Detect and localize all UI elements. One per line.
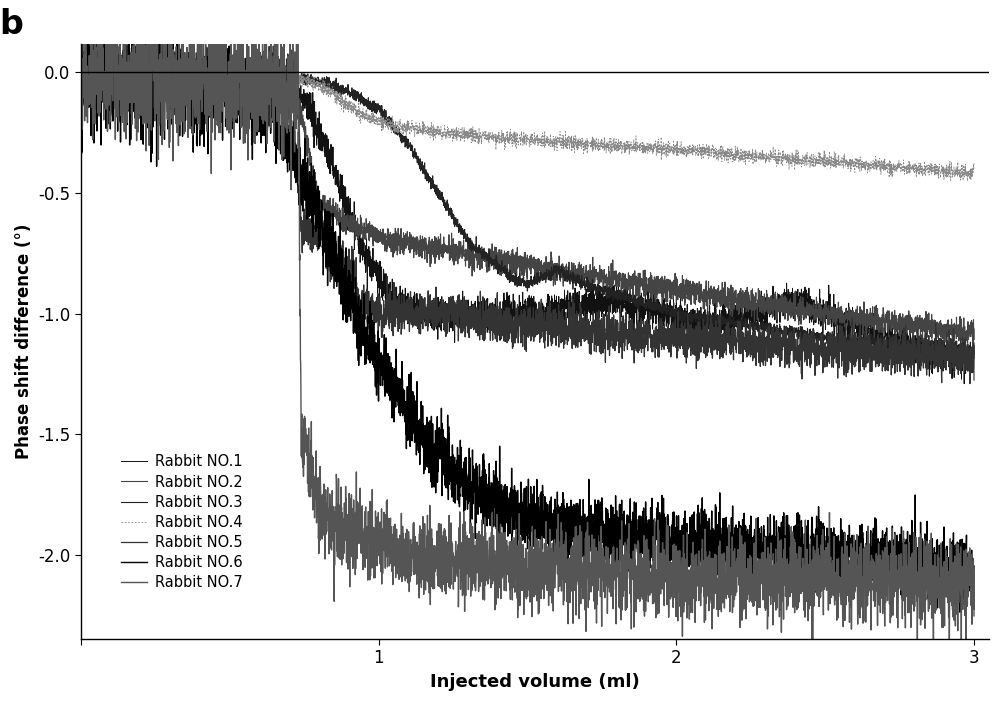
Rabbit NO.7 [741, 569, 753, 577]
Rabbit NO.7 [611, 559, 623, 568]
Rabbit NO.5 [656, 317, 668, 326]
Rabbit NO.6 [741, 575, 753, 583]
Rabbit NO.4 [961, 177, 973, 185]
Rabbit NO.3 [227, 55, 239, 63]
Rabbit NO.3 [952, 352, 964, 360]
Line: Rabbit NO.5: Rabbit NO.5 [81, 33, 974, 383]
Rabbit NO.5 [75, 81, 87, 90]
Rabbit NO.2 [968, 324, 980, 333]
Line: Rabbit NO.1: Rabbit NO.1 [81, 27, 974, 384]
Rabbit NO.3 [416, 163, 428, 171]
Rabbit NO.5 [611, 323, 623, 331]
Rabbit NO.6 [954, 608, 966, 616]
Rabbit NO.1 [809, 313, 821, 322]
Text: b: b [0, 8, 23, 41]
Rabbit NO.4 [75, 60, 87, 69]
Rabbit NO.6 [611, 507, 623, 515]
Rabbit NO.4 [416, 119, 428, 127]
Rabbit NO.1 [741, 319, 753, 327]
Rabbit NO.7 [75, 88, 87, 96]
Rabbit NO.7 [960, 644, 972, 653]
Rabbit NO.7 [809, 550, 821, 558]
Rabbit NO.4 [809, 155, 821, 164]
X-axis label: Injected volume (ml): Injected volume (ml) [430, 673, 640, 691]
Line: Rabbit NO.6: Rabbit NO.6 [81, 17, 974, 612]
Rabbit NO.4 [656, 142, 668, 150]
Rabbit NO.3 [611, 291, 623, 300]
Rabbit NO.4 [741, 149, 753, 157]
Rabbit NO.5 [416, 317, 428, 326]
Rabbit NO.5 [964, 379, 976, 388]
Rabbit NO.6 [123, 13, 135, 21]
Y-axis label: Phase shift difference (°): Phase shift difference (°) [15, 223, 33, 459]
Rabbit NO.5 [237, 70, 249, 79]
Line: Rabbit NO.2: Rabbit NO.2 [81, 53, 974, 347]
Rabbit NO.2 [656, 284, 668, 293]
Rabbit NO.2 [237, 63, 249, 72]
Rabbit NO.1 [75, 71, 87, 79]
Rabbit NO.2 [90, 48, 102, 57]
Line: Rabbit NO.3: Rabbit NO.3 [81, 59, 974, 356]
Rabbit NO.2 [912, 343, 924, 351]
Rabbit NO.6 [75, 43, 87, 51]
Rabbit NO.7 [656, 574, 668, 582]
Rabbit NO.7 [134, 0, 146, 2]
Rabbit NO.6 [968, 562, 980, 570]
Rabbit NO.2 [416, 245, 428, 253]
Rabbit NO.2 [611, 272, 623, 280]
Rabbit NO.5 [741, 336, 753, 345]
Rabbit NO.5 [968, 338, 980, 347]
Rabbit NO.4 [237, 67, 249, 76]
Rabbit NO.3 [809, 333, 821, 341]
Rabbit NO.5 [809, 339, 821, 347]
Rabbit NO.7 [416, 575, 428, 583]
Rabbit NO.6 [416, 414, 428, 423]
Rabbit NO.2 [809, 310, 821, 319]
Line: Rabbit NO.7: Rabbit NO.7 [81, 0, 974, 649]
Rabbit NO.6 [237, 85, 249, 93]
Rabbit NO.1 [656, 310, 668, 319]
Rabbit NO.3 [75, 60, 87, 68]
Rabbit NO.6 [809, 576, 821, 584]
Rabbit NO.6 [656, 491, 668, 500]
Rabbit NO.5 [83, 29, 95, 37]
Rabbit NO.1 [416, 306, 428, 314]
Rabbit NO.4 [968, 159, 980, 167]
Rabbit NO.1 [968, 376, 980, 384]
Rabbit NO.1 [237, 72, 249, 81]
Rabbit NO.1 [611, 280, 623, 289]
Rabbit NO.1 [145, 22, 157, 31]
Rabbit NO.1 [958, 380, 970, 388]
Legend: Rabbit NO.1, Rabbit NO.2, Rabbit NO.3, Rabbit NO.4, Rabbit NO.5, Rabbit NO.6, Ra: Rabbit NO.1, Rabbit NO.2, Rabbit NO.3, R… [115, 449, 248, 596]
Rabbit NO.2 [75, 70, 87, 79]
Rabbit NO.7 [968, 611, 980, 620]
Rabbit NO.4 [87, 46, 99, 55]
Rabbit NO.3 [237, 71, 249, 79]
Rabbit NO.4 [611, 143, 623, 151]
Rabbit NO.3 [656, 303, 668, 311]
Rabbit NO.3 [968, 350, 980, 359]
Rabbit NO.7 [237, 46, 249, 55]
Rabbit NO.3 [741, 319, 753, 328]
Line: Rabbit NO.4: Rabbit NO.4 [81, 51, 974, 181]
Rabbit NO.2 [741, 286, 753, 295]
